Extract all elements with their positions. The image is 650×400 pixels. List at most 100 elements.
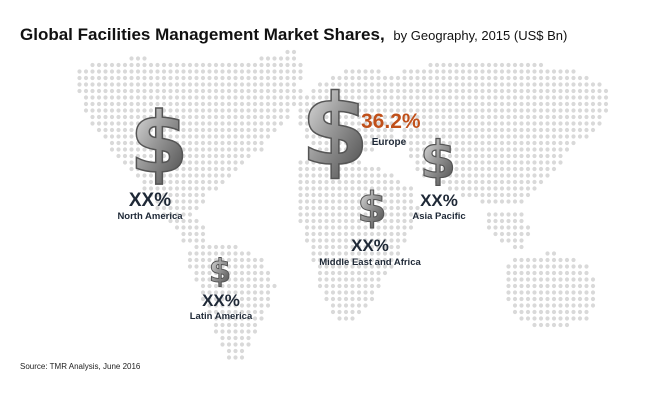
- map-dot: [350, 309, 355, 315]
- map-dot: [220, 95, 225, 100]
- map-dot: [532, 296, 537, 302]
- map-dot: [363, 127, 368, 133]
- map-dot: [584, 309, 589, 315]
- map-dot: [519, 62, 524, 68]
- map-dot: [512, 231, 518, 237]
- map-dot: [486, 173, 492, 178]
- map-dot: [181, 114, 186, 120]
- map-dot: [454, 108, 459, 113]
- map-dot: [545, 101, 550, 107]
- map-dot: [454, 88, 459, 94]
- map-dot: [168, 88, 173, 94]
- map-dot: [460, 82, 466, 87]
- map-dot: [376, 166, 381, 172]
- map-dot: [259, 75, 264, 81]
- map-dot: [174, 108, 180, 113]
- map-dot: [532, 95, 537, 100]
- map-dot: [532, 160, 537, 165]
- map-dot: [467, 186, 472, 191]
- map-dot: [428, 173, 433, 178]
- map-dot: [486, 62, 492, 68]
- map-dot: [350, 69, 355, 74]
- map-dot: [525, 270, 531, 276]
- map-dot: [226, 329, 232, 334]
- map-dot: [239, 264, 245, 269]
- map-dot: [590, 95, 596, 100]
- map-dot: [174, 101, 180, 107]
- map-dot: [363, 108, 368, 113]
- map-dot: [551, 290, 557, 295]
- map-dot: [460, 101, 466, 107]
- map-dot: [389, 205, 394, 211]
- map-dot: [181, 231, 186, 237]
- map-dot: [239, 95, 245, 100]
- map-dot: [161, 108, 167, 113]
- map-dot: [122, 127, 128, 133]
- map-dot: [252, 264, 258, 269]
- map-dot: [363, 296, 368, 302]
- map-dot: [337, 238, 342, 243]
- map-dot: [577, 88, 583, 94]
- map-dot: [447, 95, 453, 100]
- map-dot: [447, 108, 453, 113]
- map-dot: [239, 270, 245, 276]
- map-dot: [161, 95, 167, 100]
- map-dot: [246, 88, 251, 94]
- map-dot: [369, 225, 375, 230]
- map-dot: [233, 290, 238, 295]
- map-dot: [350, 205, 355, 211]
- map-dot: [298, 88, 303, 94]
- map-dot: [116, 134, 121, 139]
- map-dot: [311, 121, 316, 126]
- map-dot: [350, 75, 355, 81]
- map-dot: [499, 225, 505, 230]
- map-dot: [122, 82, 128, 87]
- map-dot: [200, 296, 206, 302]
- map-dot: [168, 121, 173, 126]
- map-dot: [213, 322, 219, 328]
- map-dot: [103, 95, 108, 100]
- map-dot: [571, 277, 576, 282]
- map-dot: [571, 303, 576, 308]
- map-dot: [246, 95, 251, 100]
- map-dot: [285, 69, 290, 74]
- map-dot: [532, 88, 537, 94]
- map-dot: [259, 277, 264, 282]
- map-dot: [382, 212, 388, 217]
- map-dot: [252, 316, 258, 321]
- map-dot: [129, 160, 134, 165]
- map-dot: [564, 121, 570, 126]
- map-dot: [499, 114, 505, 120]
- map-dot: [239, 329, 245, 334]
- map-dot: [272, 121, 277, 126]
- map-dot: [220, 309, 225, 315]
- map-dot: [155, 88, 160, 94]
- map-dot: [324, 192, 329, 198]
- map-dot: [181, 160, 186, 165]
- map-dot: [181, 179, 186, 185]
- map-dot: [330, 82, 336, 87]
- map-dot: [473, 108, 479, 113]
- map-dot: [304, 225, 310, 230]
- map-dot: [434, 166, 440, 172]
- map-dot: [83, 108, 89, 113]
- map-dot: [129, 69, 134, 74]
- map-dot: [441, 95, 446, 100]
- map-dot: [239, 140, 245, 146]
- map-dot: [207, 166, 212, 172]
- map-dot: [116, 114, 121, 120]
- map-dot: [441, 82, 446, 87]
- map-dot: [519, 153, 524, 159]
- map-dot: [571, 296, 576, 302]
- map-dot: [168, 101, 173, 107]
- map-dot: [220, 147, 225, 152]
- map-dot: [376, 88, 381, 94]
- map-dot: [129, 56, 134, 61]
- map-dot: [454, 153, 459, 159]
- map-dot: [278, 114, 284, 120]
- map-dot: [226, 355, 232, 360]
- map-dot: [194, 166, 199, 172]
- map-dot: [239, 277, 245, 282]
- map-dot: [317, 121, 323, 126]
- map-dot: [278, 82, 284, 87]
